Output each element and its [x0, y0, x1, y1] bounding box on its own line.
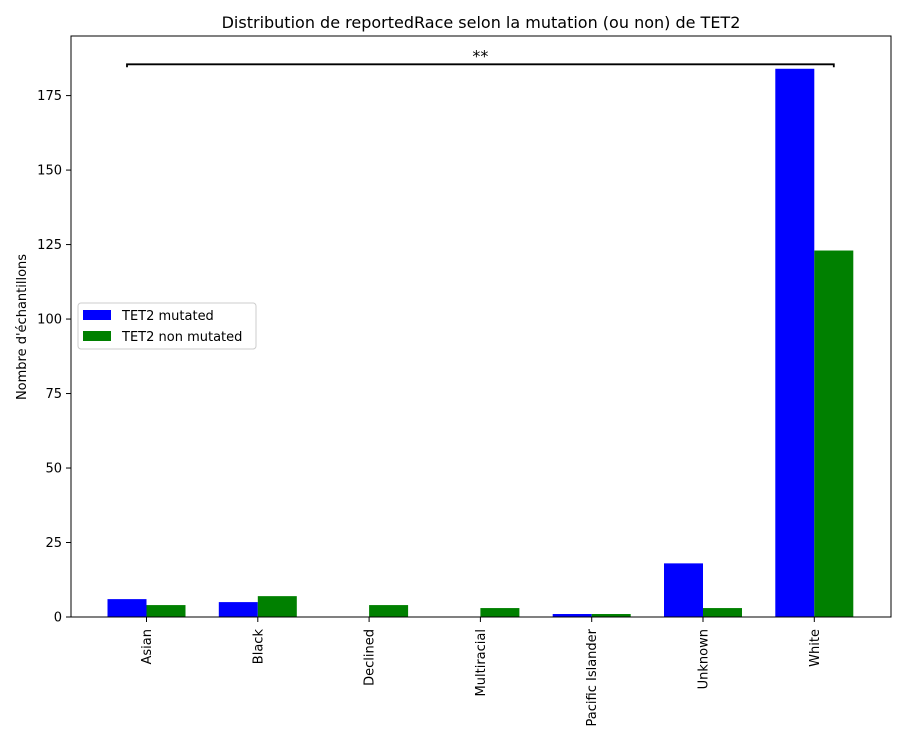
bar-tet2-non-mutated-pacific-islander — [591, 614, 631, 617]
bar-tet2-non-mutated-white — [814, 250, 854, 617]
significance-annotation: ** — [126, 46, 835, 68]
bar-tet2-mutated-pacific-islander — [552, 614, 592, 617]
legend-label: TET2 non mutated — [121, 330, 242, 345]
x-tick-label: White — [808, 629, 823, 667]
y-axis: 0 25 50 75 100 125 150 175 — [37, 89, 71, 626]
x-tick-label: Multiracial — [474, 629, 489, 696]
plot-frame — [70, 35, 892, 618]
legend-label: TET2 mutated — [121, 309, 214, 324]
x-tick-label: Black — [251, 629, 266, 665]
bar-tet2-non-mutated-unknown — [703, 608, 742, 617]
significance-label: ** — [472, 46, 488, 65]
bar-tet2-non-mutated-declined — [369, 605, 409, 617]
x-tick-label: Declined — [363, 629, 378, 686]
y-tick-label: 25 — [45, 536, 62, 551]
bar-tet2-mutated-unknown — [664, 563, 703, 617]
y-tick-label: 175 — [37, 89, 62, 104]
bar-tet2-mutated-white — [775, 68, 815, 618]
y-tick-label: 75 — [45, 387, 62, 402]
y-tick-label: 150 — [37, 164, 62, 179]
legend-swatch — [83, 310, 111, 320]
chart-title: Distribution de reportedRace selon la mu… — [222, 13, 741, 32]
bar-tet2-non-mutated-asian — [146, 605, 186, 617]
significance-bracket — [126, 63, 835, 68]
y-tick-label: 125 — [37, 238, 62, 253]
bar-tet2-non-mutated-multiracial — [480, 608, 520, 617]
bar-tet2-non-mutated-black — [257, 596, 297, 617]
x-tick-label: Asian — [140, 629, 155, 664]
y-axis-label: Nombre d'échantillons — [15, 254, 30, 400]
bars-group — [107, 68, 854, 618]
y-tick-label: 50 — [45, 462, 62, 477]
legend-box — [77, 302, 257, 350]
x-tick-label: Unknown — [697, 629, 712, 689]
y-tick-label: 0 — [54, 611, 62, 626]
bar-tet2-mutated-black — [218, 602, 258, 617]
legend-swatch — [83, 331, 111, 341]
x-axis: Asian Black Declined Multiracial Pacific Isl… — [140, 617, 823, 726]
bar-tet2-mutated-asian — [107, 599, 147, 617]
x-tick-label: Pacific Islander — [585, 628, 600, 726]
y-tick-label: 100 — [37, 313, 62, 328]
legend: TET2 mutated TET2 non mutated — [77, 302, 257, 350]
